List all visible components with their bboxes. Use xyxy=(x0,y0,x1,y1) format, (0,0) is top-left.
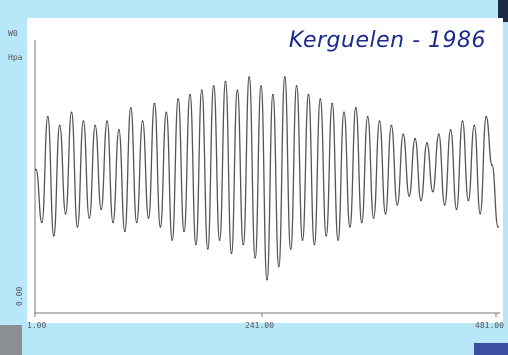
data-point-52 xyxy=(343,111,345,114)
data-point-67 xyxy=(431,190,434,193)
data-point-25 xyxy=(183,230,186,233)
data-point-68 xyxy=(437,133,440,136)
data-point-31 xyxy=(218,239,221,241)
data-point-54 xyxy=(354,107,357,109)
data-point-5 xyxy=(64,212,67,215)
data-point-11 xyxy=(100,208,103,211)
y-axis-bottom-label: 0.00 xyxy=(15,287,24,306)
data-point-3 xyxy=(52,234,55,237)
data-point-63 xyxy=(408,195,411,197)
data-point-55 xyxy=(360,221,363,224)
data-point-6 xyxy=(70,111,73,114)
data-point-65 xyxy=(420,199,422,202)
data-point-22 xyxy=(165,111,168,114)
x-ticks xyxy=(34,313,497,317)
data-point-74 xyxy=(473,124,476,127)
data-point-17 xyxy=(135,221,138,224)
data-point-62 xyxy=(402,133,405,136)
data-point-10 xyxy=(94,124,97,127)
data-point-28 xyxy=(200,89,203,92)
data-point-23 xyxy=(171,239,174,241)
data-point-49 xyxy=(325,234,328,237)
data-point-45 xyxy=(301,239,304,241)
data-point-2 xyxy=(46,115,49,118)
data-point-29 xyxy=(206,247,209,250)
data-point-7 xyxy=(76,225,79,228)
data-point-15 xyxy=(123,230,126,233)
blue-corner-decoration xyxy=(474,343,508,355)
data-point-50 xyxy=(331,102,334,105)
data-point-38 xyxy=(260,85,262,87)
data-point-1 xyxy=(41,221,43,224)
x-tick-label-end: 481.00 xyxy=(475,321,504,330)
data-point-12 xyxy=(106,120,108,123)
x-tick-label-middle: 241.00 xyxy=(245,321,274,330)
data-point-16 xyxy=(129,107,132,109)
series-points xyxy=(35,76,499,281)
data-point-18 xyxy=(141,120,144,123)
data-point-26 xyxy=(189,93,191,96)
data-point-27 xyxy=(195,243,197,246)
data-point-78 xyxy=(497,225,499,228)
data-point-37 xyxy=(254,256,257,259)
data-point-51 xyxy=(337,239,339,241)
data-point-4 xyxy=(58,124,61,127)
data-point-21 xyxy=(159,225,162,228)
data-point-46 xyxy=(307,93,310,96)
data-point-19 xyxy=(147,217,150,219)
grey-block-decoration xyxy=(0,325,22,355)
data-point-77 xyxy=(491,164,493,167)
data-point-48 xyxy=(319,98,322,101)
data-point-8 xyxy=(82,120,85,123)
data-point-20 xyxy=(153,102,156,105)
x-tick-label-start: 1.00 xyxy=(27,321,46,330)
data-point-56 xyxy=(366,115,369,118)
data-point-71 xyxy=(455,208,458,211)
data-point-39 xyxy=(266,278,268,281)
data-point-76 xyxy=(485,115,488,118)
data-point-72 xyxy=(461,120,464,123)
data-point-36 xyxy=(248,76,251,79)
data-point-53 xyxy=(349,225,351,228)
y-axis-top-label: W0 xyxy=(8,29,18,38)
series-line xyxy=(35,76,499,281)
data-point-73 xyxy=(467,199,470,202)
dark-corner-decoration xyxy=(498,0,508,22)
data-point-44 xyxy=(295,85,298,87)
data-point-61 xyxy=(396,203,399,206)
data-point-66 xyxy=(426,142,428,145)
data-point-64 xyxy=(414,137,416,140)
data-point-40 xyxy=(272,93,274,96)
data-point-47 xyxy=(313,243,316,246)
data-point-24 xyxy=(177,98,180,101)
data-point-60 xyxy=(390,124,393,127)
data-point-13 xyxy=(112,221,114,224)
data-point-14 xyxy=(118,129,120,131)
data-point-75 xyxy=(479,212,482,215)
data-point-42 xyxy=(283,76,286,79)
data-point-9 xyxy=(88,217,91,219)
y-axis-unit-label: Hpa xyxy=(8,53,23,62)
data-point-35 xyxy=(242,243,245,246)
data-point-70 xyxy=(449,129,452,131)
data-point-30 xyxy=(212,85,215,87)
data-point-58 xyxy=(378,120,381,123)
data-point-34 xyxy=(236,89,239,92)
data-point-57 xyxy=(372,217,375,219)
data-point-59 xyxy=(384,212,387,215)
data-point-32 xyxy=(224,80,227,83)
chart-title: Kerguelen - 1986 xyxy=(288,28,486,53)
data-point-41 xyxy=(277,265,280,268)
data-point-33 xyxy=(230,252,233,255)
data-point-43 xyxy=(289,247,292,250)
data-point-69 xyxy=(443,203,446,206)
data-point-0 xyxy=(35,168,37,171)
